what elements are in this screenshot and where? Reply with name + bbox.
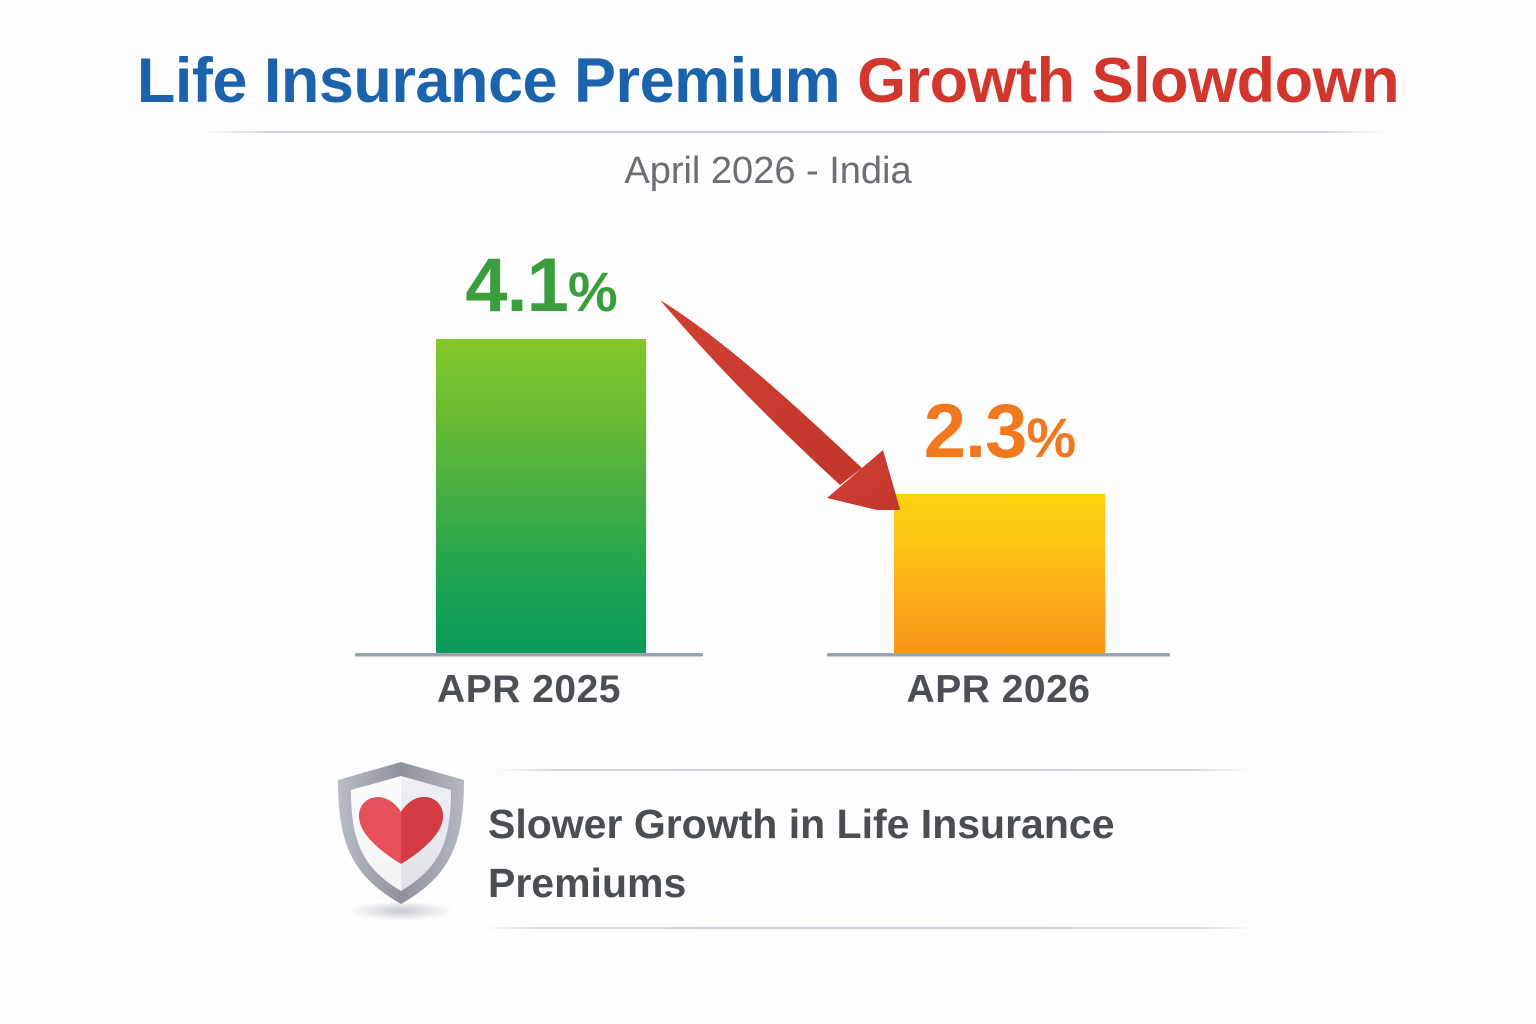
bar-value-label-apr-2025: 4.1% [436, 248, 646, 324]
bar-value-label-apr-2026: 2.3% [894, 394, 1105, 470]
page-title: Life Insurance Premium Growth Slowdown [0, 50, 1536, 113]
footer-caption: Slower Growth in Life Insurance Premiums [488, 801, 1115, 907]
bar-value-number-apr-2025: 4.1 [465, 243, 569, 328]
axis-baseline-apr-2026 [827, 653, 1170, 657]
title-divider [200, 131, 1390, 133]
axis-baseline-apr-2025 [355, 653, 703, 657]
category-label-apr-2026: APR 2026 [906, 668, 1091, 711]
page-subtitle: April 2026 - India [624, 150, 912, 192]
shield-heart-icon [338, 762, 464, 921]
bar-apr-2025[interactable] [436, 339, 646, 655]
title-primary-text: Life Insurance Premium [136, 46, 841, 116]
decline-arrow-icon [660, 300, 901, 510]
bar-value-suffix-apr-2026: % [1026, 406, 1076, 469]
bar-value-number-apr-2026: 2.3 [923, 389, 1028, 474]
title-accent-text: Growth Slowdown [857, 46, 1400, 116]
bar-apr-2026[interactable] [894, 494, 1105, 655]
footer-divider-bottom [480, 927, 1258, 929]
footer-divider-top [492, 769, 1254, 771]
bar-value-suffix-apr-2025: % [567, 260, 618, 323]
category-label-apr-2025: APR 2025 [437, 668, 621, 711]
